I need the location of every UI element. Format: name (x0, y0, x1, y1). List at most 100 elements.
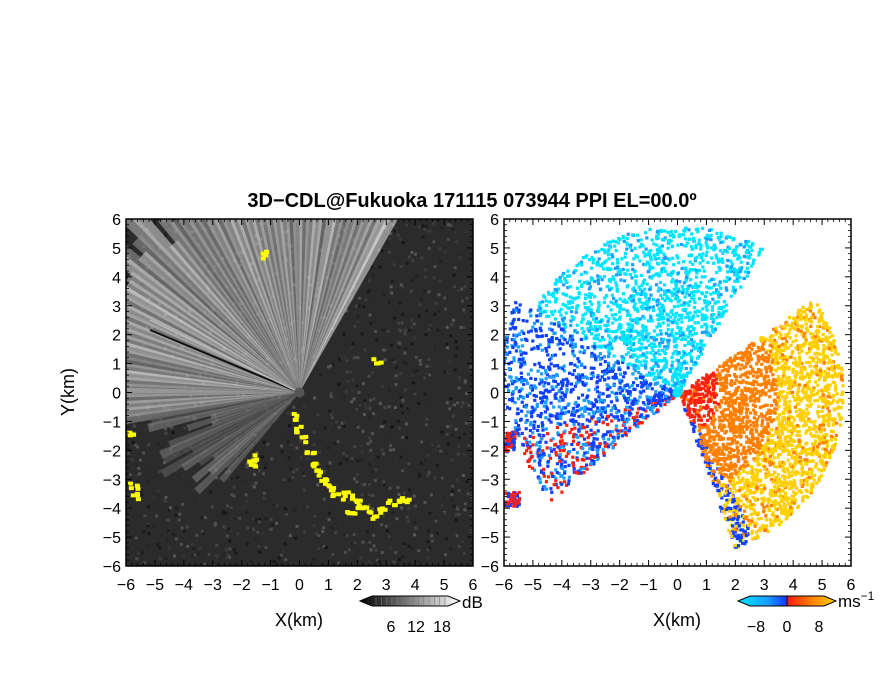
velocity-cell (553, 442, 558, 447)
noise-cell (137, 466, 141, 470)
velocity-cell (611, 275, 615, 279)
velocity-cell (567, 274, 572, 278)
y-tick-label: 3 (112, 299, 121, 316)
velocity-cell (590, 351, 594, 356)
velocity-cell (625, 429, 629, 433)
noise-cell (434, 519, 438, 523)
velocity-cell (569, 382, 574, 386)
velocity-cell (676, 290, 680, 294)
velocity-cell (632, 298, 636, 302)
velocity-cell (562, 476, 566, 480)
velocity-cell (559, 307, 563, 312)
velocity-cell (685, 361, 689, 365)
velocity-cell (720, 259, 724, 263)
velocity-cell (569, 418, 573, 422)
velocity-cell (674, 331, 678, 336)
noise-cell (465, 391, 469, 395)
velocity-cell (605, 371, 609, 375)
strong-echo-cell (254, 457, 260, 462)
velocity-cell (663, 298, 667, 303)
noise-cell (185, 525, 189, 529)
velocity-cell (656, 401, 661, 405)
radar-beam (197, 392, 300, 467)
velocity-cell (500, 383, 503, 386)
velocity-cell (693, 360, 698, 365)
noise-cell (440, 504, 444, 508)
velocity-cell (551, 474, 555, 479)
velocity-cell (693, 310, 697, 314)
velocity-cell (659, 332, 663, 336)
velocity-cell (656, 272, 660, 276)
noise-cell (131, 440, 135, 444)
velocity-cell (575, 304, 579, 308)
noise-cell (454, 518, 458, 522)
velocity-cell (719, 231, 723, 235)
velocity-cell (609, 240, 613, 244)
velocity-cell (615, 415, 620, 419)
noise-cell (439, 449, 443, 453)
velocity-cell (582, 454, 586, 458)
strong-echo-cell (294, 426, 300, 431)
noise-cell (253, 447, 257, 451)
velocity-cell (640, 385, 644, 389)
velocity-cell (622, 340, 627, 345)
velocity-cell (628, 313, 632, 317)
velocity-cell (602, 451, 606, 455)
velocity-cell (655, 313, 659, 317)
y-tick-label: −1 (103, 414, 121, 431)
noise-cell (340, 421, 344, 425)
velocity-cell (590, 417, 594, 421)
velocity-cell (746, 255, 751, 259)
velocity-cell (562, 393, 567, 397)
noise-cell (157, 514, 161, 518)
noise-cell (381, 425, 385, 429)
velocity-cell (545, 405, 549, 409)
velocity-cell (533, 459, 537, 463)
velocity-cell (804, 318, 808, 322)
velocity-cell (650, 238, 654, 242)
noise-cell (275, 504, 279, 508)
velocity-cell (550, 449, 554, 453)
velocity-cell (613, 240, 618, 244)
velocity-cell (793, 439, 797, 444)
velocity-cell (571, 455, 575, 459)
velocity-cell (627, 417, 631, 421)
velocity-cell (777, 361, 781, 365)
velocity-cell (553, 309, 557, 313)
noise-cell (368, 313, 372, 317)
noise-cell (180, 526, 184, 530)
velocity-cell (589, 461, 593, 466)
velocity-cell (561, 406, 566, 410)
velocity-cell (644, 346, 648, 350)
velocity-cell (641, 338, 645, 342)
velocity-cell (644, 364, 648, 368)
velocity-cell (606, 354, 611, 359)
velocity-cell (558, 276, 562, 280)
velocity-cell (635, 233, 640, 237)
velocity-cell (642, 359, 646, 363)
velocity-cell (635, 383, 640, 388)
x-tick-label: 0 (295, 577, 304, 594)
strong-echo-cell (130, 493, 136, 498)
velocity-cell (579, 260, 584, 264)
velocity-cell (685, 289, 689, 294)
noise-cell (337, 470, 341, 474)
noise-cell (367, 463, 371, 467)
velocity-cell (745, 274, 749, 278)
noise-cell (352, 397, 356, 401)
noise-cell (185, 451, 189, 455)
noise-cell (130, 458, 134, 462)
velocity-cell (575, 307, 579, 311)
noise-cell (207, 552, 211, 556)
velocity-cell (734, 245, 739, 249)
velocity-cell (658, 310, 663, 314)
velocity-cell (691, 344, 695, 348)
velocity-cell (641, 301, 645, 305)
velocity-cell (623, 371, 627, 375)
noise-cell (283, 542, 287, 546)
noise-cell (351, 428, 355, 432)
velocity-cell (598, 326, 603, 331)
velocity-cell (612, 383, 616, 387)
velocity-cell (665, 332, 669, 336)
